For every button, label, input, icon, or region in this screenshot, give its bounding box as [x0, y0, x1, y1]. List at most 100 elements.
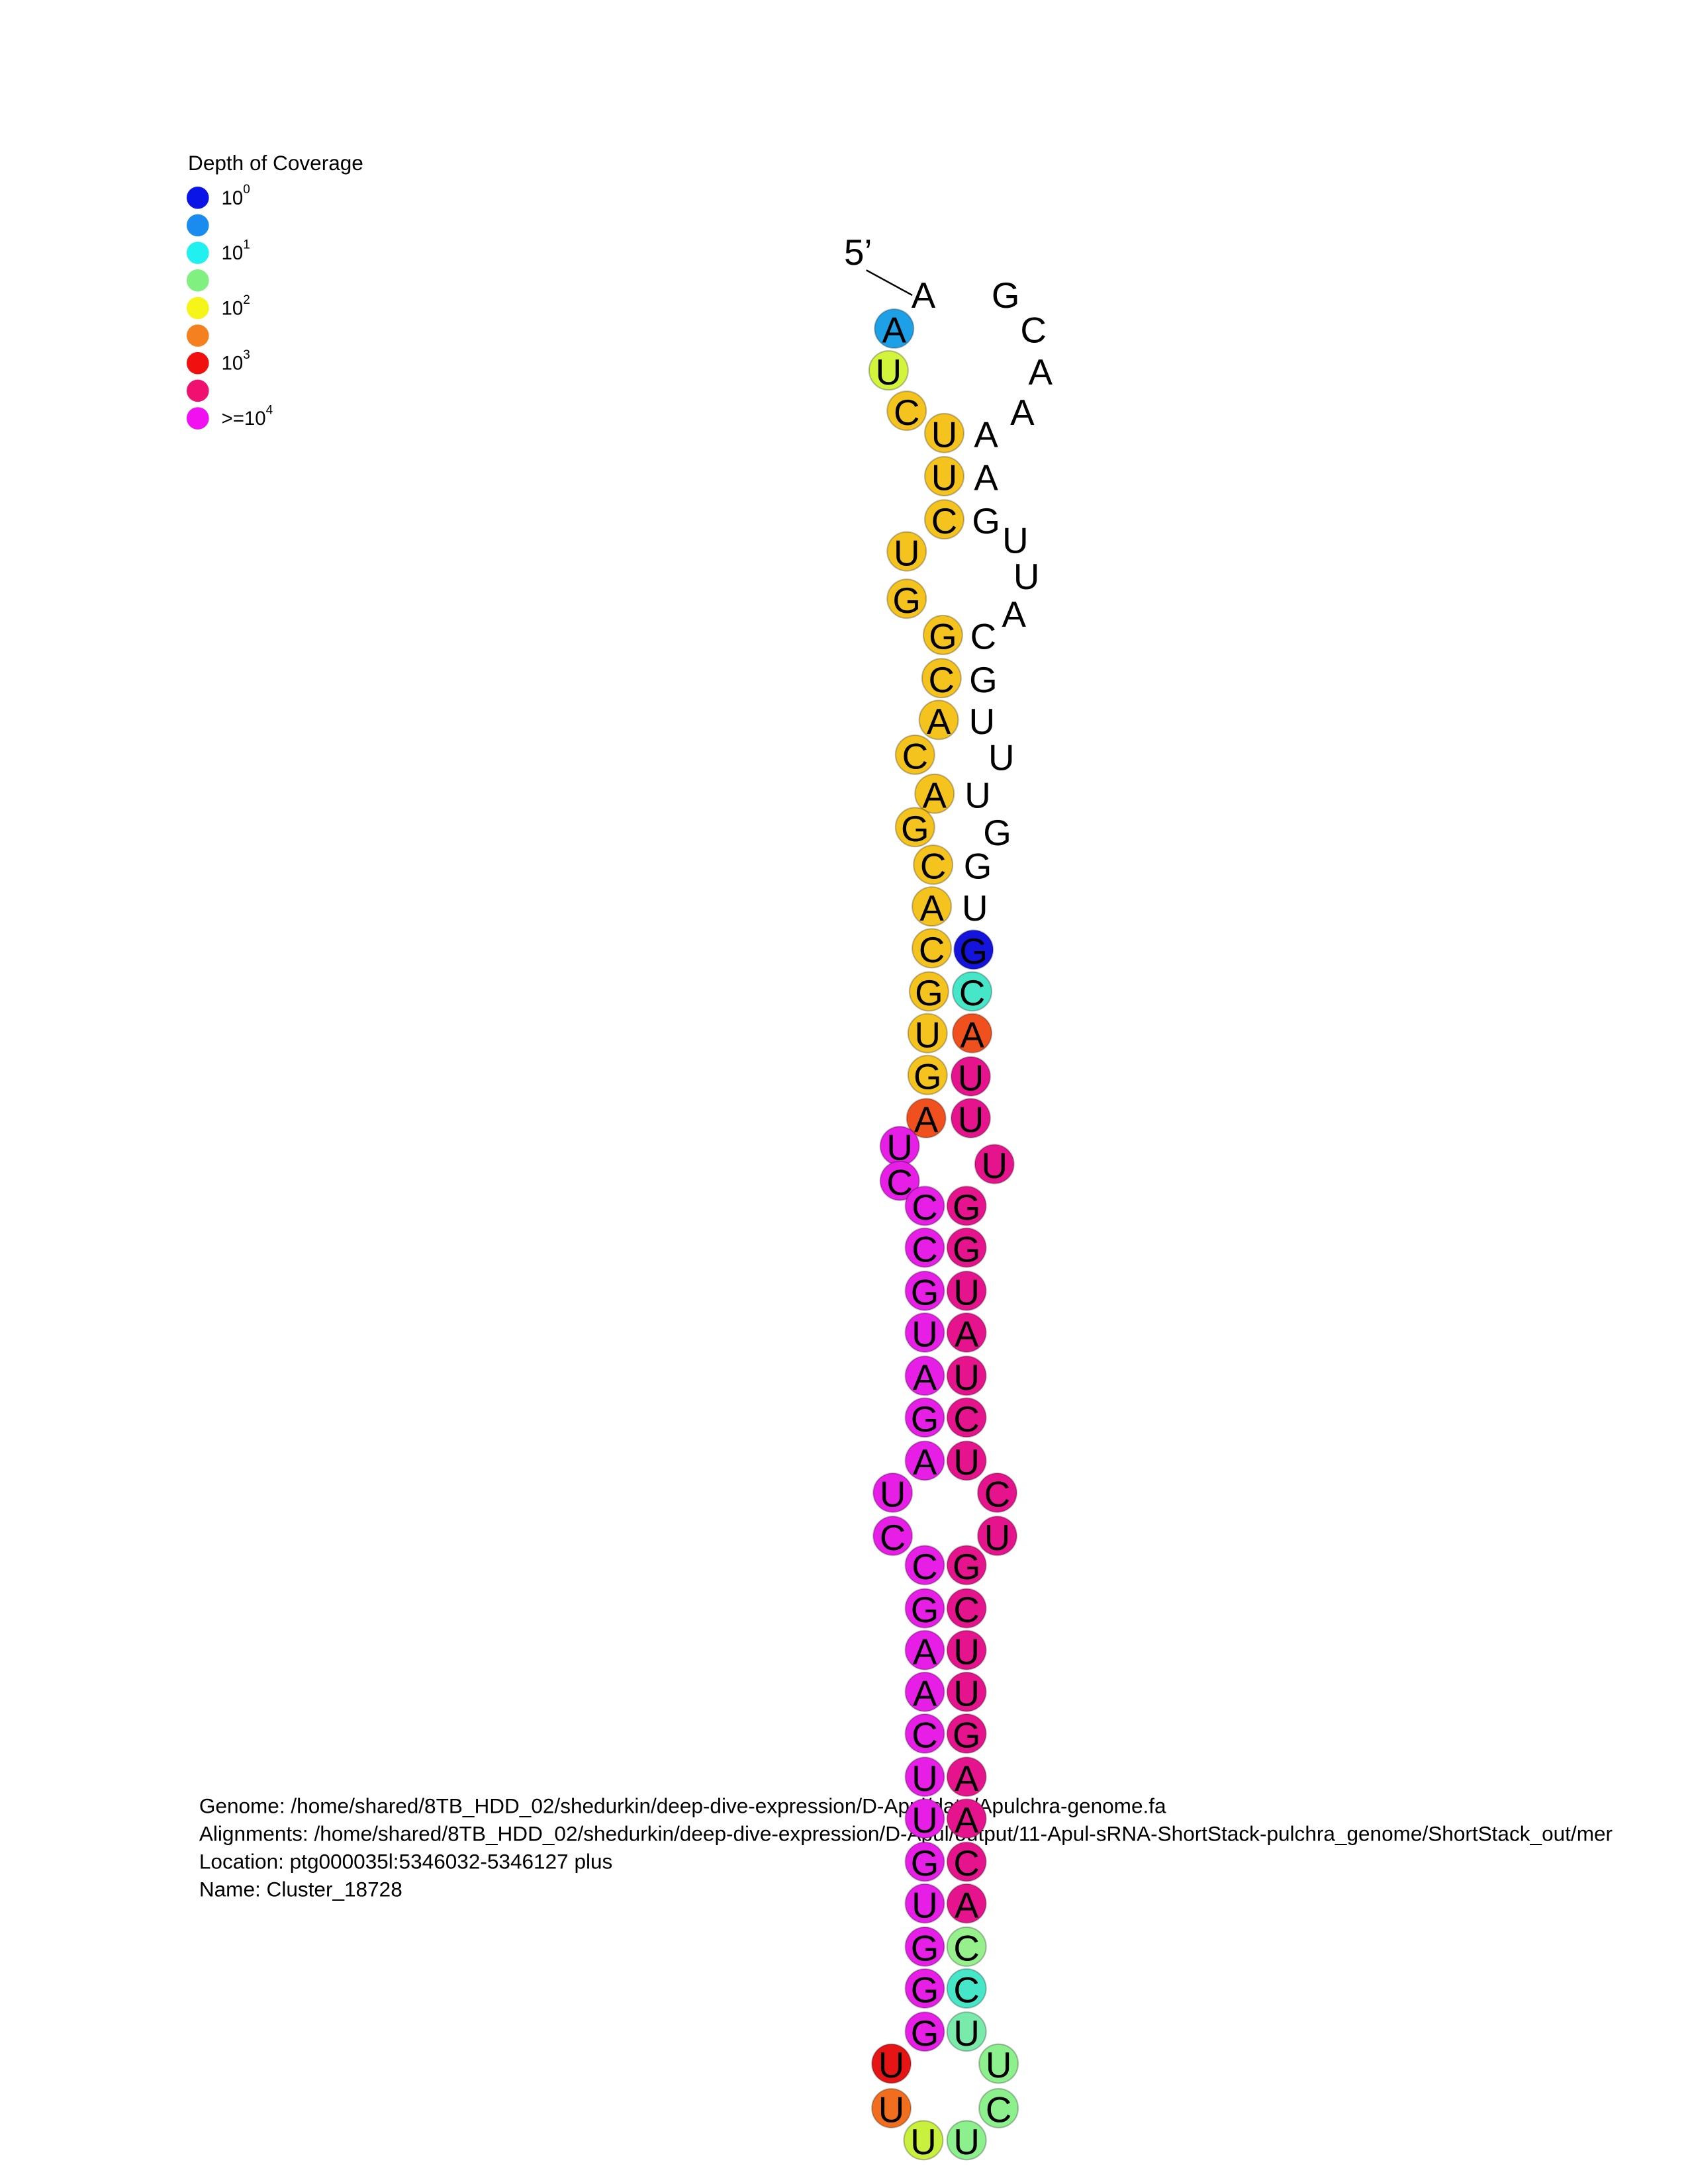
- nucleotide: G: [911, 2013, 939, 2054]
- legend-title: Depth of Coverage: [188, 151, 363, 175]
- nucleotide: C: [953, 1970, 980, 2011]
- nucleotide: U: [984, 1517, 1011, 1558]
- coverage-dot: [950, 1056, 991, 1097]
- coverage-dot: [904, 1588, 945, 1629]
- nucleotide: U: [912, 1884, 938, 1925]
- nucleotide: C: [920, 846, 946, 887]
- nucleotide: C: [953, 1398, 980, 1439]
- nucleotide: G: [892, 580, 921, 621]
- nucleotide: C: [912, 1546, 938, 1587]
- nucleotide: U: [969, 701, 995, 742]
- coverage-dot: [946, 1756, 987, 1797]
- coverage-dot: [978, 2087, 1019, 2128]
- nucleotide: C: [970, 616, 996, 657]
- nucleotide: U: [953, 1272, 980, 1313]
- coverage-dot: [953, 929, 994, 970]
- legend-label-exp: 1: [243, 238, 250, 251]
- nucleotide: A: [923, 774, 947, 815]
- legend-label-base: 10: [222, 297, 244, 319]
- coverage-dot: [952, 1013, 993, 1054]
- nucleotide: A: [974, 414, 998, 455]
- diagram-body: Depth of Coverage 5’ Genome: /home/share…: [186, 151, 1613, 2162]
- coverage-dot: [904, 1883, 945, 1924]
- nucleotide: U: [931, 414, 958, 455]
- legend-dot: [186, 351, 209, 375]
- legend-dot: [186, 214, 209, 237]
- coverage-dot: [894, 734, 935, 775]
- nucleotide: C: [986, 2089, 1012, 2130]
- nucleotide: C: [959, 972, 985, 1013]
- legend-dot: [186, 324, 209, 347]
- coverage-dot: [946, 1883, 987, 1924]
- nucleotide: G: [911, 1589, 939, 1630]
- nucleotide: C: [953, 1843, 980, 1884]
- coverage-dot: [871, 2087, 912, 2128]
- nucleotide: U: [878, 2044, 904, 2085]
- nucleotide: G: [901, 808, 929, 849]
- coverage-dot: [904, 1355, 945, 1396]
- nucleotide: A: [955, 1799, 979, 1841]
- legend-label-base: 10: [222, 187, 244, 208]
- nucleotide: G: [911, 1272, 939, 1313]
- legend-dot: [186, 407, 209, 430]
- legend-label-base: 10: [222, 352, 244, 374]
- five-prime-line: [866, 269, 913, 296]
- coverage-dot: [976, 1516, 1017, 1557]
- legend-dot: [186, 242, 209, 264]
- coverage-dot: [907, 1013, 948, 1054]
- nucleotide: A: [974, 457, 998, 498]
- legend-label: 100: [222, 183, 250, 209]
- coverage-dot: [946, 1713, 987, 1754]
- coverage-dot: [946, 1185, 987, 1226]
- coverage-dot: [904, 1798, 945, 1839]
- nucleotide: A: [1002, 594, 1026, 635]
- nucleotide: G: [953, 1715, 981, 1756]
- nucleotide: U: [958, 1099, 984, 1140]
- coverage-dot: [874, 308, 915, 349]
- coverage-dot: [913, 844, 954, 886]
- coverage-dot: [871, 2043, 912, 2084]
- coverage-dot: [946, 1545, 987, 1586]
- nucleotide: G: [959, 931, 988, 972]
- coverage-dot: [904, 1713, 945, 1754]
- legend-dot: [186, 296, 209, 320]
- nucleotide: A: [912, 275, 936, 316]
- legend-dot: [186, 186, 209, 209]
- coverage-dot: [946, 1588, 987, 1629]
- nucleotide: A: [913, 1441, 937, 1482]
- nucleotide: G: [969, 659, 998, 700]
- coverage-dot: [950, 1098, 991, 1139]
- nucleotide: A: [913, 1672, 937, 1713]
- nucleotide: U: [912, 1758, 938, 1799]
- coverage-dot: [906, 1098, 947, 1139]
- nucleotide: U: [986, 2044, 1012, 2085]
- nucleotide: C: [912, 1187, 938, 1228]
- coverage-dot: [952, 971, 993, 1012]
- nucleotide: C: [902, 735, 929, 776]
- nucleotide: A: [919, 887, 944, 929]
- nucleotide: C: [984, 1474, 1011, 1515]
- nucleotide: G: [914, 1056, 942, 1097]
- nucleotide: U: [915, 1014, 941, 1055]
- coverage-dot: [946, 1440, 987, 1481]
- nucleotide: G: [972, 500, 1000, 541]
- nucleotide: G: [953, 1546, 981, 1587]
- nucleotide: A: [955, 1758, 979, 1799]
- coverage-dot: [946, 1629, 987, 1670]
- nucleotide: C: [1020, 310, 1047, 351]
- nucleotide: U: [953, 1441, 980, 1482]
- coverage-dot: [946, 1227, 987, 1268]
- coverage-dot: [946, 1355, 987, 1396]
- coverage-dot: [946, 2011, 987, 2052]
- coverage-dot: [924, 499, 965, 540]
- coverage-dot: [872, 1472, 914, 1513]
- nucleotide: A: [927, 701, 951, 742]
- coverage-dot: [922, 614, 963, 655]
- nucleotide: C: [953, 1927, 980, 1968]
- coverage-dot: [904, 1397, 945, 1438]
- coverage-dot: [914, 773, 955, 814]
- nucleotide: U: [1002, 520, 1029, 561]
- nucleotide: U: [988, 737, 1015, 778]
